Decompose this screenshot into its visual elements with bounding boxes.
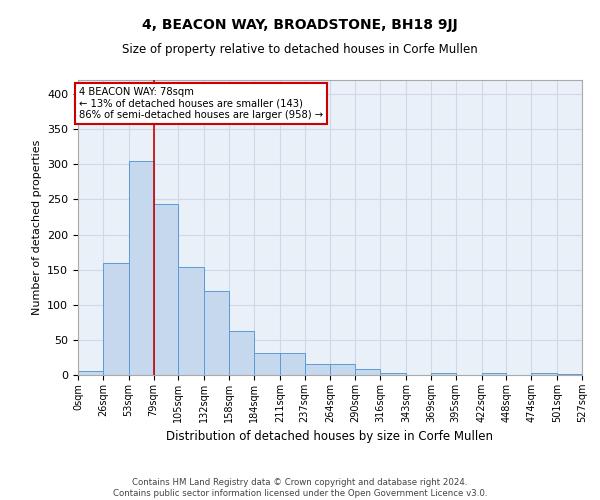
Bar [482,373,506,375]
Bar [78,372,103,375]
Bar [532,373,557,375]
Bar [380,373,406,375]
Bar [557,374,582,375]
Y-axis label: Number of detached properties: Number of detached properties [32,140,41,315]
Bar [431,373,456,375]
Bar [103,264,128,375]
Bar [128,161,154,375]
Bar [331,364,355,375]
Bar [254,353,280,375]
Text: Contains HM Land Registry data © Crown copyright and database right 2024.
Contai: Contains HM Land Registry data © Crown c… [113,478,487,498]
Text: Size of property relative to detached houses in Corfe Mullen: Size of property relative to detached ho… [122,42,478,56]
Bar [229,332,254,375]
Bar [154,204,178,375]
Bar [178,267,204,375]
Text: 4 BEACON WAY: 78sqm
← 13% of detached houses are smaller (143)
86% of semi-detac: 4 BEACON WAY: 78sqm ← 13% of detached ho… [79,87,323,120]
Bar [305,364,331,375]
Bar [280,353,305,375]
Text: 4, BEACON WAY, BROADSTONE, BH18 9JJ: 4, BEACON WAY, BROADSTONE, BH18 9JJ [142,18,458,32]
X-axis label: Distribution of detached houses by size in Corfe Mullen: Distribution of detached houses by size … [167,430,493,444]
Bar [204,290,229,375]
Bar [355,368,380,375]
